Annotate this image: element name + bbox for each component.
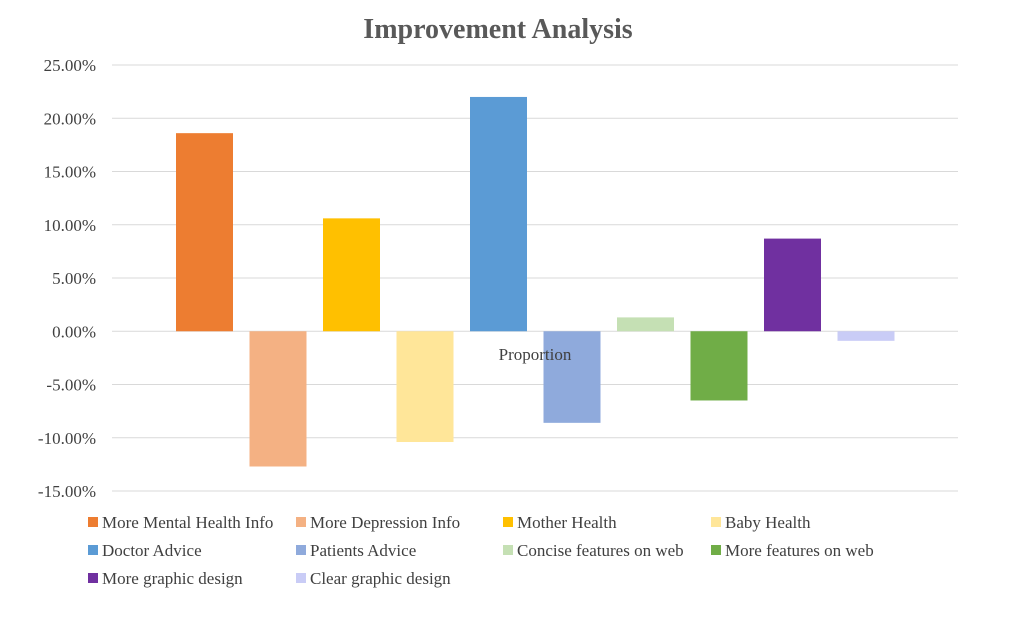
bar-more-depression-info (249, 331, 307, 467)
legend-label: More Mental Health Info (102, 513, 273, 532)
legend-swatch (296, 573, 306, 583)
legend-label: More graphic design (102, 569, 243, 588)
legend-swatch (711, 545, 721, 555)
y-tick-label: -5.00% (46, 376, 96, 395)
y-tick-label: 15.00% (44, 163, 96, 182)
legend-label: Mother Health (517, 513, 617, 532)
legend-swatch (88, 517, 98, 527)
y-tick-label: 5.00% (52, 269, 96, 288)
bar-baby-health (396, 331, 454, 443)
legend-label: More features on web (725, 541, 874, 560)
bar-clear-graphic-design (837, 331, 895, 341)
legend-swatch (503, 517, 513, 527)
legend-label: Baby Health (725, 513, 811, 532)
y-tick-label: 0.00% (52, 322, 96, 341)
bar-patients-advice (543, 331, 601, 423)
legend-label: Clear graphic design (310, 569, 451, 588)
legend-swatch (88, 573, 98, 583)
bar-doctor-advice (470, 96, 527, 332)
legend-label: Concise features on web (517, 541, 684, 560)
bar-mother-health (323, 218, 380, 332)
legend-label: Doctor Advice (102, 541, 202, 560)
legend-swatch (296, 545, 306, 555)
bar-concise-features-on-web (617, 317, 674, 332)
legend-label: Patients Advice (310, 541, 416, 560)
y-tick-label: 25.00% (44, 56, 96, 75)
y-tick-label: -15.00% (38, 482, 96, 501)
legend-swatch (503, 545, 513, 555)
legend-label: More Depression Info (310, 513, 460, 532)
bar-more-features-on-web (690, 331, 748, 401)
y-tick-label: -10.00% (38, 429, 96, 448)
bar-more-graphic-design (764, 238, 821, 332)
legend-swatch (296, 517, 306, 527)
chart-title: Improvement Analysis (363, 14, 632, 45)
x-axis-category-label: Proportion (499, 345, 572, 364)
y-tick-label: 10.00% (44, 216, 96, 235)
y-tick-label: 20.00% (44, 109, 96, 128)
legend-swatch (711, 517, 721, 527)
legend-swatch (88, 545, 98, 555)
bar-more-mental-health-info (176, 133, 233, 332)
